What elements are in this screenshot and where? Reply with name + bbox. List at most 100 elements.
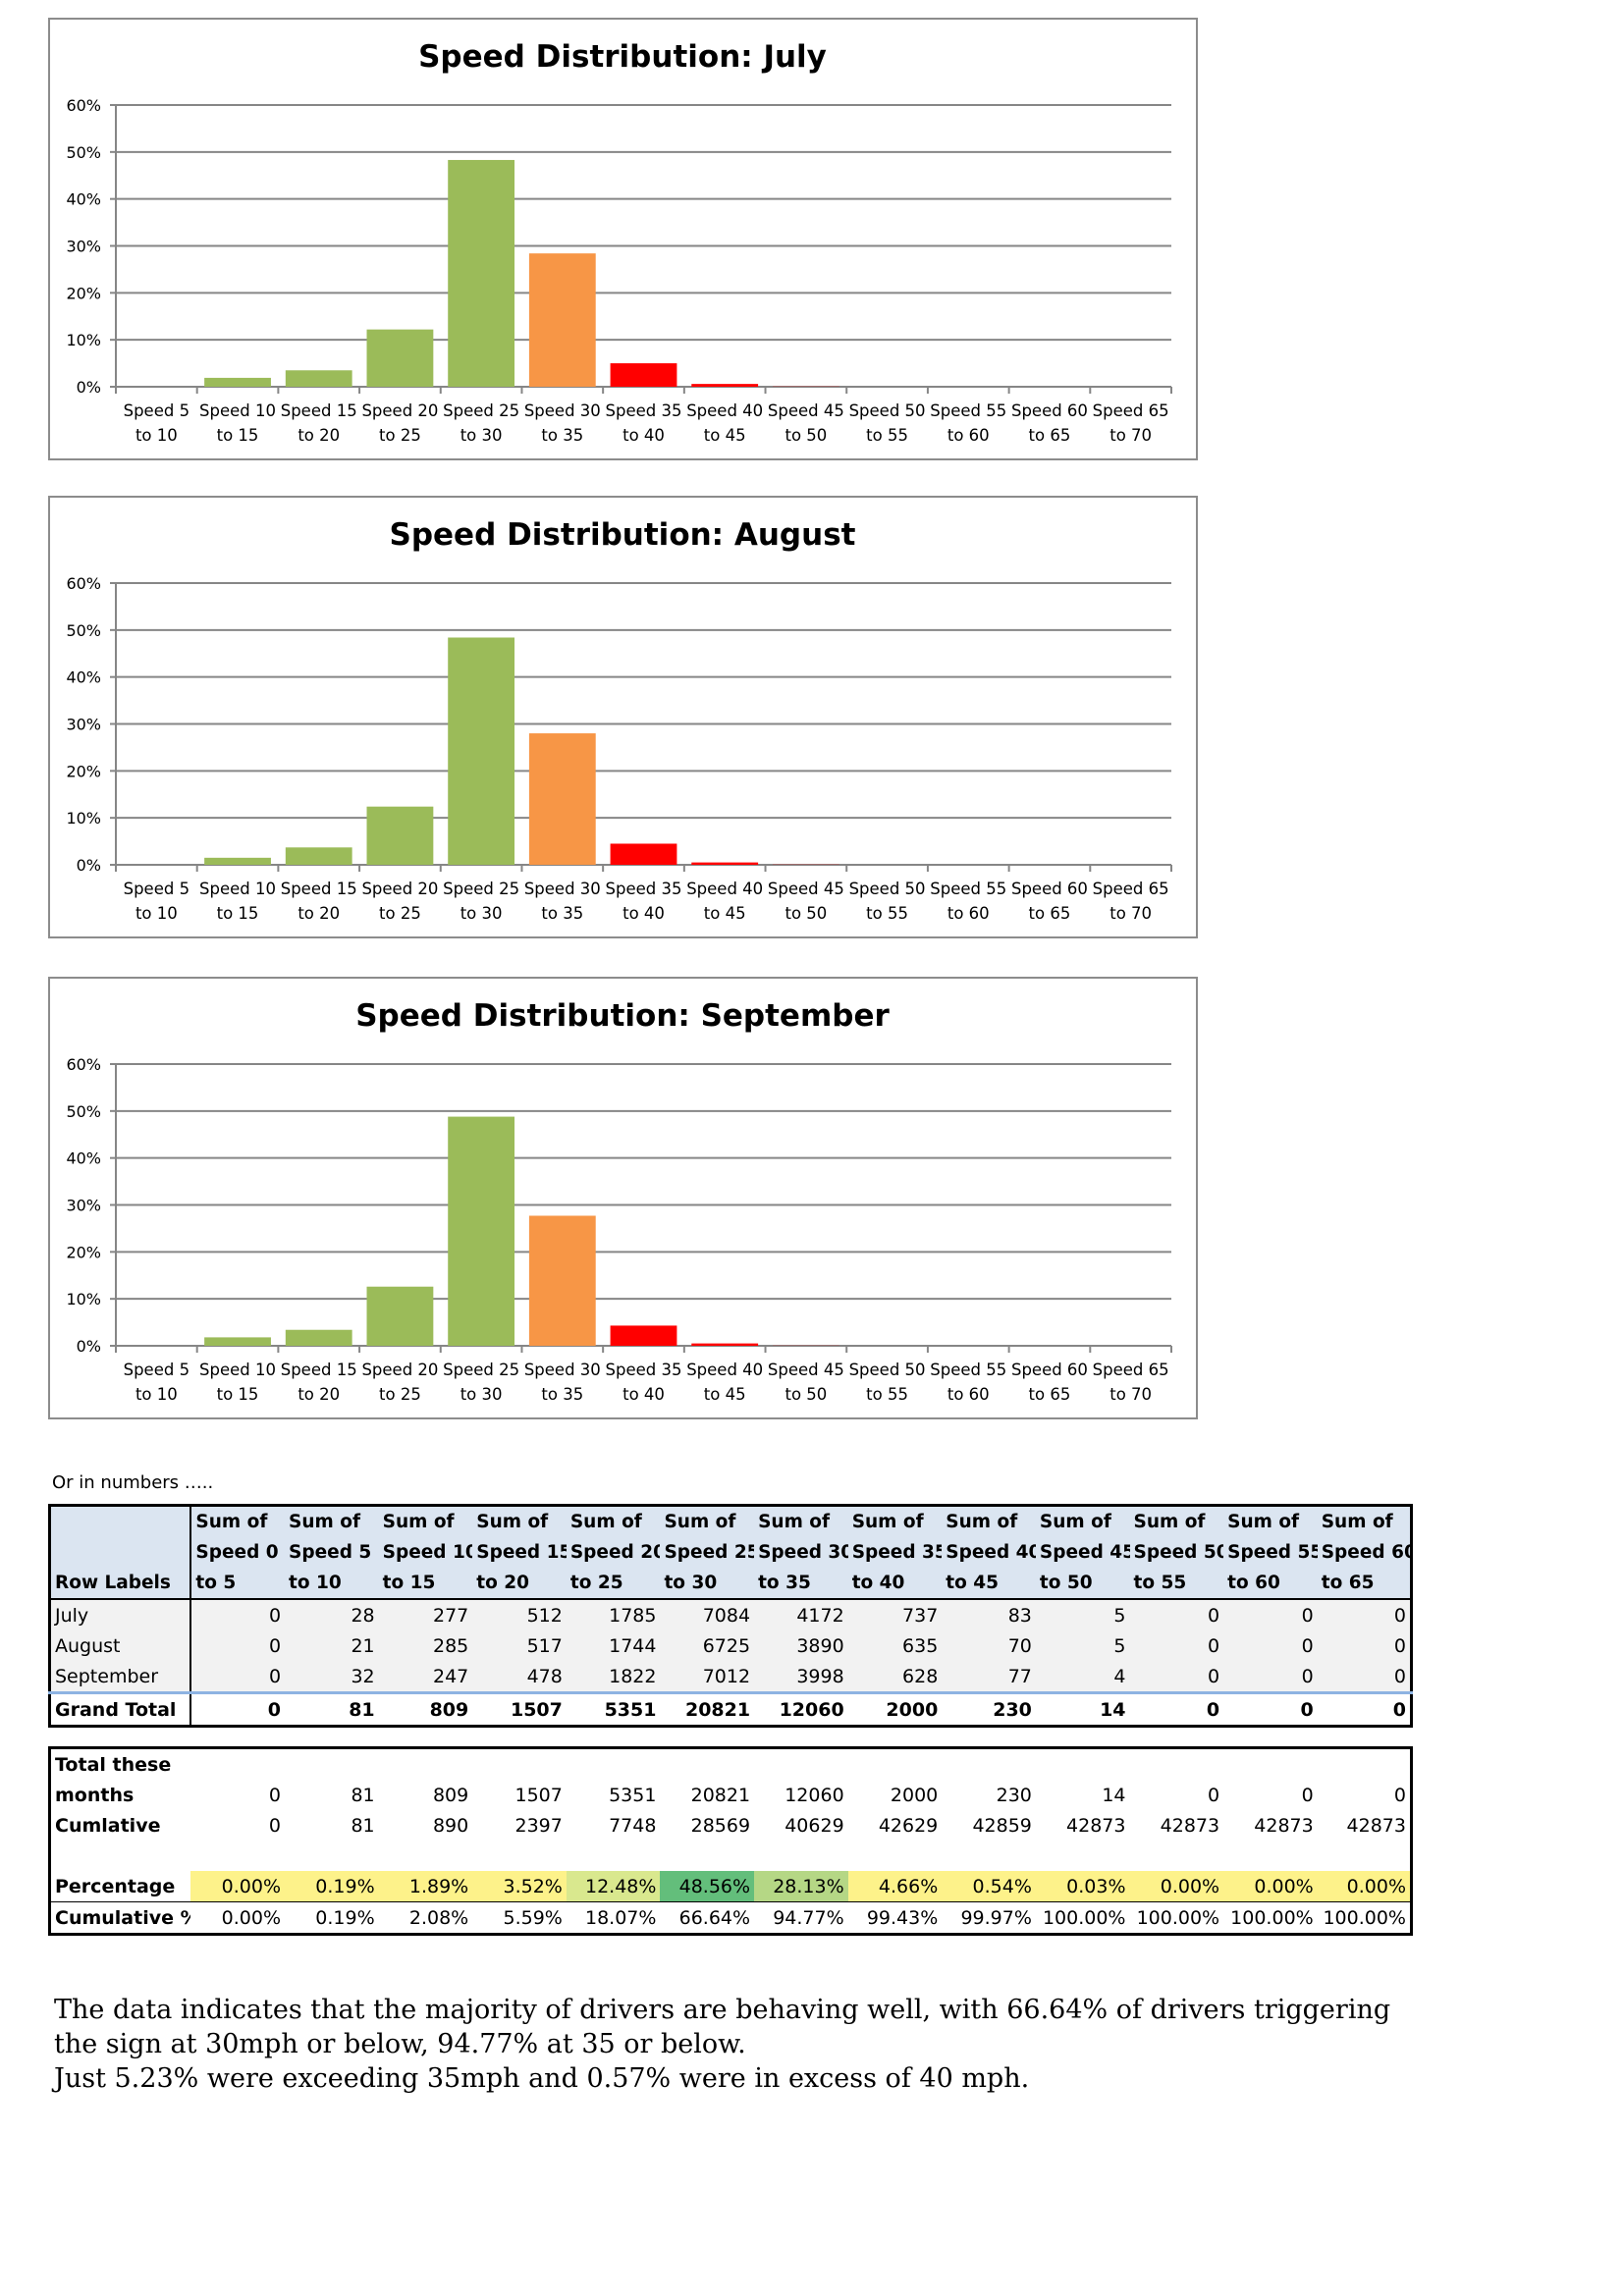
cell: 5351 [566, 1691, 661, 1727]
x-tick-label: to 15 [217, 1385, 259, 1404]
cell: 0 [1317, 1630, 1412, 1661]
cell: 7084 [660, 1599, 755, 1630]
x-tick-label: to 65 [1029, 426, 1071, 445]
cell: 0.54% [942, 1871, 1036, 1902]
cell: 12060 [754, 1691, 848, 1727]
x-tick-label: Speed 15 [281, 1361, 357, 1379]
bar [691, 1343, 759, 1346]
intro-text: Or in numbers ….. [52, 1472, 214, 1493]
cell: 6725 [660, 1630, 755, 1661]
chart-july: Speed Distribution: July 0% 10% 20% 30% 40% 50… [48, 18, 1198, 460]
cell: 1785 [566, 1599, 661, 1630]
cell: 1822 [566, 1661, 661, 1693]
col-header: Sum of Speed 45 to 50 [1035, 1505, 1130, 1600]
col-header: Sum of Speed 60 to 65 [1317, 1505, 1412, 1600]
bar [366, 329, 434, 387]
row-label: Cumulative % [49, 1901, 191, 1935]
cell: 0.19% [285, 1901, 379, 1935]
cell: 0 [1317, 1599, 1412, 1630]
x-tick-label: Speed 60 [1011, 880, 1088, 898]
cell: 0.19% [285, 1871, 379, 1902]
cell: 12.48% [566, 1871, 661, 1902]
x-tick-label: to 30 [460, 1385, 503, 1404]
x-tick-label: Speed 65 [1093, 401, 1169, 420]
chart-september: Speed Distribution: September 0% 10% 20% 30%… [48, 977, 1198, 1419]
x-tick-label: Speed 20 [361, 880, 438, 898]
cell: 48.56% [660, 1871, 755, 1902]
cell: 0 [1223, 1599, 1318, 1630]
bar [366, 806, 434, 865]
cell: 81 [351, 1814, 375, 1837]
cell: 0 [190, 1599, 286, 1630]
x-tick-label: to 45 [704, 1385, 746, 1404]
cell: 21 [285, 1630, 379, 1661]
bar [204, 377, 271, 387]
cell: 285 [378, 1630, 473, 1661]
x-tick-label: Speed 20 [361, 1361, 438, 1379]
cell: 7748 [609, 1814, 657, 1837]
table-row-august: August 0 21 285 517 1744 6725 3890 635 70 5 0 0 0 [49, 1630, 1412, 1661]
table-row-grand-total: Grand Total 0 81 809 1507 5351 20821 12060 2000… [49, 1691, 1412, 1727]
y-tick-label: 50% [66, 143, 101, 162]
x-tick-label: Speed 60 [1011, 1361, 1088, 1379]
cell: 100.00% [1223, 1901, 1318, 1935]
cell: 42859 [972, 1814, 1032, 1837]
x-tick-label: to 60 [947, 904, 990, 923]
x-tick-label: to 40 [622, 904, 665, 923]
x-tick-label: Speed 15 [281, 880, 357, 898]
y-tick-label: 40% [66, 668, 101, 687]
cell: 0 [190, 1630, 286, 1661]
x-tick-label: Speed 5 [124, 1361, 189, 1379]
chart-title: Speed Distribution: August [390, 517, 856, 553]
x-tick-label: to 30 [460, 426, 503, 445]
cell: 7012 [660, 1661, 755, 1693]
row-label: Percentage [55, 1875, 176, 1897]
row-label: Grand Total [49, 1691, 192, 1727]
cell: 99.43% [847, 1901, 943, 1935]
y-tick-label: 40% [66, 190, 101, 209]
x-tick-label: Speed 40 [686, 1361, 763, 1379]
cell: 40629 [784, 1814, 844, 1837]
cell: 81 [285, 1691, 379, 1727]
cell: 0 [1223, 1691, 1318, 1727]
cell: 4172 [754, 1599, 848, 1630]
x-tick-label: to 15 [217, 904, 259, 923]
cell: 83 [942, 1599, 1036, 1630]
cell: 70 [942, 1630, 1036, 1661]
x-tick-label: Speed 10 [199, 880, 276, 898]
row-labels-header-text: Row Labels [55, 1573, 171, 1593]
col-header: Sum of Speed 5 to 10 [285, 1505, 379, 1600]
cell: 42629 [878, 1814, 939, 1837]
chart-july-svg: Speed Distribution: July 0% 10% 20% 30% 40% 50… [66, 39, 1172, 445]
cell: 0 [1129, 1599, 1224, 1630]
x-tick-label: Speed 20 [361, 401, 438, 420]
bar [285, 1329, 352, 1346]
cell: 0 [1223, 1661, 1318, 1693]
cell: 0 [1393, 1784, 1406, 1806]
y-tick-label: 0% [77, 856, 101, 875]
conclusion-line-2: Just 5.23% were exceeding 35mph and 0.57… [54, 2063, 1030, 2094]
cell: 5 [1035, 1599, 1130, 1630]
y-tick-label: 10% [66, 331, 101, 349]
x-tick-label: to 60 [947, 1385, 990, 1404]
bar [610, 363, 677, 387]
cell: 0 [1301, 1784, 1314, 1806]
cell: 0 [268, 1814, 282, 1837]
bar [691, 384, 759, 387]
x-tick-label: Speed 5 [124, 401, 189, 420]
conclusion-text: The data indicates that the majority of … [54, 1993, 1409, 2096]
y-tick-label: 10% [66, 1290, 101, 1308]
x-tick-label: Speed 55 [930, 1361, 1006, 1379]
cell: 5351 [609, 1784, 657, 1806]
cell: 0 [1129, 1630, 1224, 1661]
x-tick-label: Speed 45 [768, 1361, 844, 1379]
x-tick-label: Speed 25 [443, 401, 519, 420]
cell: 42873 [1066, 1814, 1126, 1837]
cell: 77 [942, 1661, 1036, 1693]
x-tick-label: Speed 25 [443, 1361, 519, 1379]
chart-september-svg: Speed Distribution: September 0% 10% 20% 30%… [66, 998, 1172, 1404]
x-tick-label: Speed 55 [930, 401, 1006, 420]
cell: 0 [268, 1784, 282, 1806]
cell: 0 [1223, 1630, 1318, 1661]
cell: 0.00% [1223, 1871, 1318, 1902]
